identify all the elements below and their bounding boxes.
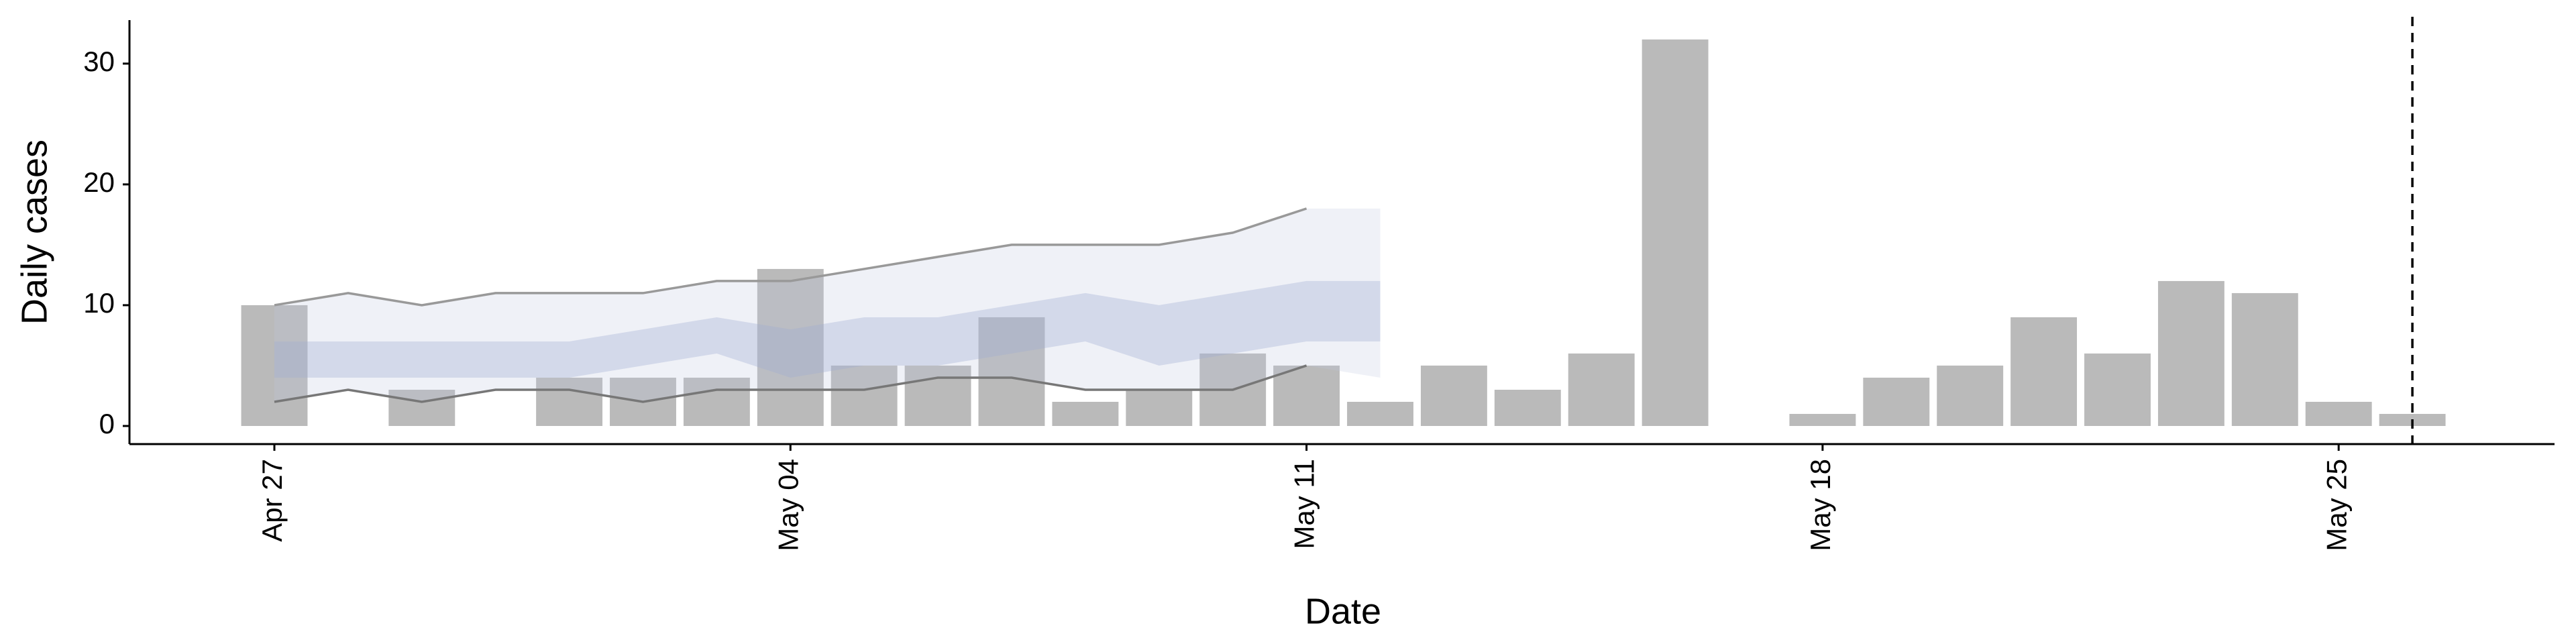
bar [1937, 365, 2004, 426]
bar [2157, 280, 2224, 426]
x-tick-label: May 25 [2320, 459, 2352, 551]
bar [757, 268, 824, 426]
x-tick-label: May 04 [772, 459, 804, 551]
bar [830, 365, 898, 426]
bound-line [274, 364, 1307, 403]
bar [1568, 353, 1635, 426]
bound-line [274, 207, 1307, 307]
forecast-band [274, 208, 1381, 402]
bar [1863, 377, 1930, 426]
bar [683, 377, 750, 426]
bar [1052, 401, 1119, 426]
bar [2231, 292, 2298, 426]
y-tick-label: 0 [99, 408, 115, 439]
bar [2010, 317, 2078, 426]
bar [904, 365, 971, 426]
bar [1642, 39, 1709, 426]
bar [1494, 389, 1561, 426]
x-axis-title: Date [1305, 591, 1381, 631]
bar [2305, 401, 2372, 426]
bar [388, 389, 455, 426]
bar [1126, 389, 1193, 426]
y-axis-title: Daily cases [14, 140, 54, 325]
bar [536, 377, 603, 426]
x-tick-label: May 11 [1289, 459, 1320, 549]
bar [1273, 365, 1340, 426]
bar [1347, 401, 1413, 426]
bar [241, 305, 308, 426]
forecast-band [274, 280, 1381, 378]
bar [1789, 413, 1856, 426]
bar [2084, 353, 2151, 426]
x-tick-label: Apr 27 [256, 459, 288, 542]
y-tick-label: 10 [83, 287, 115, 319]
x-tick-label: May 18 [1805, 459, 1836, 551]
y-tick-label: 30 [83, 46, 115, 77]
y-tick-label: 20 [83, 166, 115, 198]
bar [1420, 365, 1487, 426]
bar [978, 317, 1045, 426]
